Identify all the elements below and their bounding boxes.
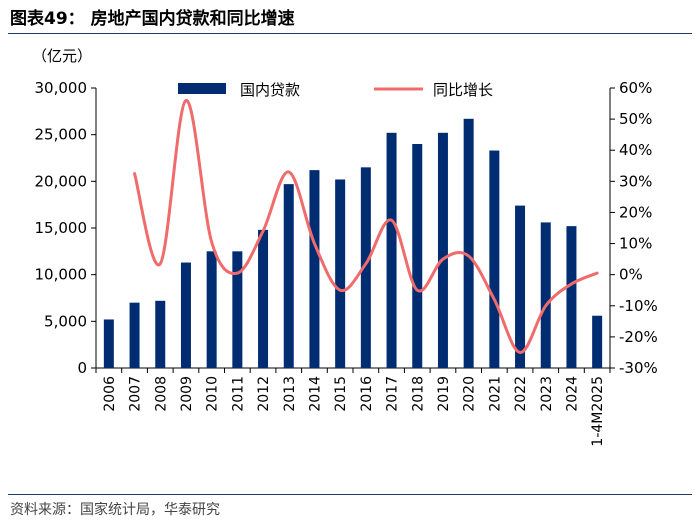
bar <box>258 229 269 368</box>
left-axis: 0 5,000 10,000 15,000 20,000 25,000 30,000 <box>35 79 97 377</box>
left-tick-label: 15,000 <box>35 219 88 237</box>
unit-label: （亿元） <box>32 47 93 65</box>
x-tick-label: 2014 <box>307 376 323 412</box>
bar <box>412 144 423 368</box>
bar <box>335 179 346 368</box>
x-tick-label: 2018 <box>410 376 426 412</box>
bar <box>155 300 166 368</box>
x-tick-label: 2013 <box>282 376 298 412</box>
growth-line <box>133 98 599 354</box>
bar <box>515 205 526 368</box>
legend-bar-label: 国内贷款 <box>240 81 300 99</box>
left-tick-label: 5,000 <box>44 312 87 330</box>
right-tick-label: -30% <box>619 359 658 377</box>
left-tick-label: 0 <box>77 359 87 377</box>
legend-bar-swatch <box>178 83 226 94</box>
bar <box>592 315 603 368</box>
right-tick-label: 60% <box>619 79 652 97</box>
source-note: 资料来源：国家统计局，华泰研究 <box>10 502 220 518</box>
legend: 国内贷款 同比增长 <box>178 81 493 99</box>
right-tick-label: 40% <box>619 141 652 159</box>
x-tick-label: 2010 <box>205 376 221 412</box>
x-tick-label: 2020 <box>462 376 478 412</box>
line-series <box>133 98 599 354</box>
x-tick-label: 2006 <box>102 376 118 412</box>
x-tick-label: 2024 <box>564 376 580 412</box>
bar <box>232 251 243 368</box>
bar <box>360 167 371 368</box>
bar <box>180 262 191 368</box>
bar <box>283 184 294 368</box>
bar <box>386 132 397 368</box>
right-tick-label: 30% <box>619 172 652 190</box>
x-tick-label: 2008 <box>153 376 169 412</box>
x-tick-label: 2015 <box>333 376 349 412</box>
x-tick-label: 2023 <box>539 376 555 412</box>
x-tick-label: 2017 <box>385 376 401 412</box>
right-tick-label: 10% <box>619 235 652 253</box>
left-tick-label: 25,000 <box>35 126 88 144</box>
source-rule <box>8 494 692 495</box>
bar <box>437 132 448 368</box>
right-tick-label: 0% <box>619 266 643 284</box>
figure-title: 图表49： 房地产国内贷款和同比增速 <box>10 9 295 29</box>
bar-series <box>103 118 603 368</box>
x-axis: 2006 2007 2008 2009 2010 2011 2012 2013 2014 2015… <box>95 367 611 447</box>
bar <box>309 170 320 368</box>
left-tick-label: 10,000 <box>35 266 88 284</box>
x-tick-label: 1-4M2025 <box>590 376 606 447</box>
bar <box>103 319 114 368</box>
left-tick-label: 30,000 <box>35 79 88 97</box>
x-tick-label: 2007 <box>128 376 144 412</box>
right-axis: -30% -20% -10% 0% 10% 20% 30% 40% 50% 60% <box>609 79 658 377</box>
x-tick-label: 2021 <box>487 376 503 412</box>
bar <box>206 251 217 368</box>
right-tick-label: 50% <box>619 110 652 128</box>
legend-line-label: 同比增长 <box>433 81 493 99</box>
bar <box>540 222 551 368</box>
right-tick-label: -10% <box>619 297 658 315</box>
bar <box>566 226 577 368</box>
x-tick-label: 2011 <box>230 376 246 412</box>
bar <box>489 150 500 368</box>
x-tick-label: 2012 <box>256 376 272 412</box>
x-tick-label: 2009 <box>179 376 195 412</box>
bar <box>129 302 140 368</box>
x-tick-label: 2019 <box>436 376 452 412</box>
right-tick-label: -20% <box>619 328 658 346</box>
title-rule <box>8 33 692 34</box>
right-tick-label: 20% <box>619 203 652 221</box>
left-tick-label: 20,000 <box>35 172 88 190</box>
x-tick-label: 2016 <box>359 376 375 412</box>
x-tick-label: 2022 <box>513 376 529 412</box>
bar <box>463 118 474 368</box>
